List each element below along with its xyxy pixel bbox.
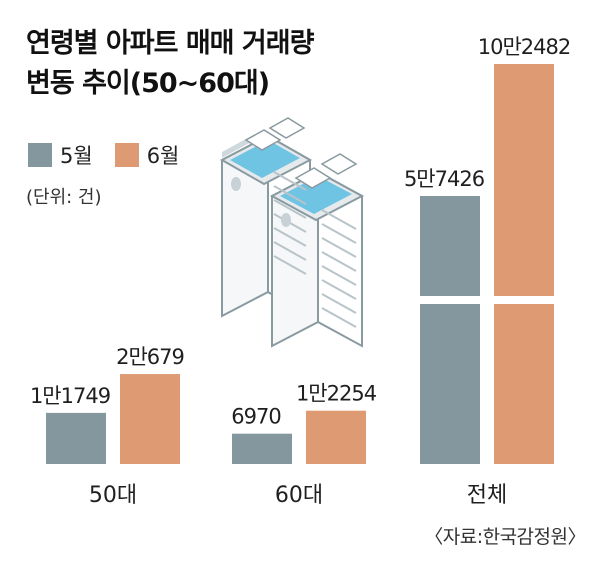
data-label-total-may: 5만7426 bbox=[404, 167, 485, 191]
title-line-2: 변동 추이(50~60대) bbox=[26, 68, 270, 99]
bar-50s-june bbox=[120, 374, 180, 464]
legend-swatch-may bbox=[28, 143, 52, 167]
data-label-50s-june: 2만679 bbox=[116, 345, 184, 369]
category-label-50s: 50대 bbox=[89, 483, 137, 508]
source-note: 〈자료:한국감정원〉 bbox=[424, 526, 586, 548]
data-label-50s-may: 1만1749 bbox=[30, 384, 110, 408]
category-label-total: 전체 bbox=[467, 483, 507, 508]
legend-label-june: 6월 bbox=[146, 144, 180, 168]
data-label-60s-may: 6970 bbox=[231, 405, 280, 429]
data-label-60s-june: 1만2254 bbox=[296, 382, 377, 406]
bar-50s-may bbox=[46, 412, 106, 464]
title-line-1: 연령별 아파트 매매 거래량 bbox=[26, 28, 314, 59]
bar-total-june-upper bbox=[494, 64, 554, 296]
bar-total-may-upper bbox=[420, 196, 480, 296]
bar-60s-june bbox=[306, 410, 366, 464]
legend-label-may: 5월 bbox=[60, 144, 93, 168]
bar-total-june-lower bbox=[494, 304, 554, 464]
category-labels-layer: 50대 60대 전체 bbox=[89, 483, 507, 508]
chart-title: 연령별 아파트 매매 거래량 변동 추이(50~60대) bbox=[26, 24, 314, 104]
data-label-total-june: 10만2482 bbox=[478, 35, 571, 59]
apartment-illustration bbox=[219, 117, 365, 348]
bar-total-may-lower bbox=[420, 304, 480, 464]
bar-60s-may bbox=[232, 433, 292, 464]
legend-swatch-june bbox=[114, 143, 139, 167]
legend: 5월 6월 bbox=[28, 140, 201, 170]
unit-label: (단위: 건) bbox=[26, 187, 102, 208]
bars-layer bbox=[46, 64, 554, 464]
category-label-60s: 60대 bbox=[275, 483, 323, 508]
